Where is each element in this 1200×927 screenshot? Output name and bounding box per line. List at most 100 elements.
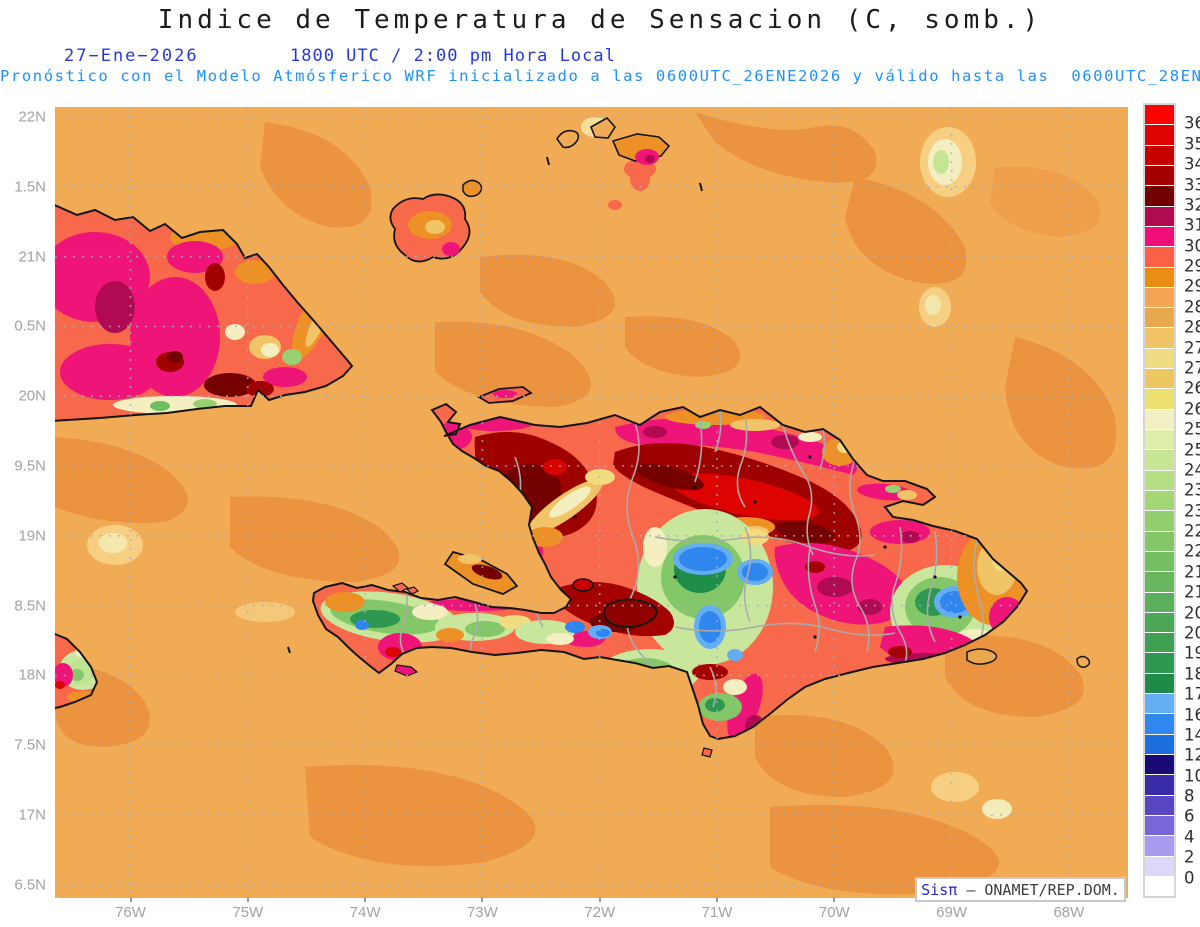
lat-tick-label: 9.5N — [14, 457, 46, 475]
lon-tick-mark — [833, 897, 836, 902]
colorbar-cell — [1145, 165, 1174, 186]
colorbar-tick-label: 10 — [1184, 766, 1200, 786]
colorbar-cell — [1145, 572, 1174, 592]
lon-tick-label: 71W — [701, 904, 733, 921]
colorbar-tick-label: 31.5 — [1184, 215, 1200, 235]
colorbar-tick-label: 16 — [1184, 705, 1200, 725]
colorbar-tick-label: 30.7 — [1184, 236, 1200, 256]
colorbar-tick-label: 25.5 — [1184, 419, 1200, 439]
colorbar-tick-label: 36 — [1184, 113, 1200, 133]
colorbar-cell — [1145, 531, 1174, 551]
colorbar-tick-label: 35 — [1184, 134, 1200, 154]
colorbar-cell — [1145, 105, 1174, 125]
colorbar-cell — [1145, 511, 1174, 531]
colorbar-cell — [1145, 815, 1174, 836]
colorbar-tick-label: 29 — [1184, 276, 1200, 296]
colorbar-cell — [1145, 734, 1174, 754]
station-specks — [573, 455, 962, 639]
forecast-time: 1800 UTC / 2:00 pm Hora Local — [290, 46, 616, 66]
colorbar-cell — [1145, 409, 1174, 429]
lon-tick-mark — [716, 897, 718, 902]
lat-tick-label: 20N — [18, 387, 46, 405]
colorbar-cell — [1145, 267, 1174, 287]
lat-tick-label: 7.5N — [14, 736, 46, 754]
colorbar-cell — [1145, 348, 1174, 369]
colorbar-tick-label: 27 — [1184, 358, 1200, 378]
jamaica-landmass — [49, 631, 99, 710]
colorbar-cell — [1145, 612, 1174, 633]
colorbar-tick-label: 26.5 — [1184, 378, 1200, 398]
colorbar-cell — [1145, 653, 1174, 673]
colorbar-cell — [1145, 836, 1174, 856]
colorbar-tick-label: 24 — [1184, 460, 1200, 480]
colorbar-tick-label: 17 — [1184, 684, 1200, 704]
colorbar-cell — [1145, 206, 1174, 226]
colorbar-tick-label: 2 — [1184, 847, 1195, 867]
lat-tick-label: 6.5N — [14, 876, 46, 894]
lon-tick-mark — [598, 897, 601, 902]
colorbar-cell — [1145, 125, 1174, 145]
small-islands — [287, 386, 1091, 758]
colorbar-tick-label: 28 — [1184, 317, 1200, 337]
colorbar-cell — [1145, 714, 1174, 734]
colorbar-cell — [1145, 490, 1174, 511]
colorbar-tick-label: 26 — [1184, 399, 1200, 419]
colorbar-cell — [1145, 673, 1174, 694]
lon-tick-mark — [246, 897, 249, 902]
colorbar-tick-label: 20 — [1184, 623, 1200, 643]
colorbar-cell — [1145, 430, 1174, 450]
lon-tick-label: 72W — [584, 904, 616, 921]
colorbar-tick-label: 33 — [1184, 175, 1200, 195]
cuba-landmass — [49, 202, 354, 422]
colorbar-tick-label: 8 — [1184, 786, 1195, 806]
colorbar-tick-label: 29.7 — [1184, 256, 1200, 276]
lat-tick-label: 19N — [18, 527, 46, 545]
colorbar-tick-label: 19 — [1184, 643, 1200, 663]
colorbar-tick-label: 23.5 — [1184, 480, 1200, 500]
colorbar-cell — [1145, 876, 1174, 897]
colorbar-cell — [1145, 450, 1174, 470]
colorbar-cell — [1145, 247, 1174, 267]
colorbar-cell — [1145, 226, 1174, 247]
colorbar-cell — [1145, 755, 1174, 775]
colorbar-cell — [1145, 795, 1174, 815]
lat-tick-label: 22N — [18, 108, 46, 126]
lon-tick-label: 70W — [818, 904, 850, 921]
colorbar-tick-label: 20.5 — [1184, 603, 1200, 623]
ocean-dark-patches — [55, 112, 1117, 895]
forecast-date: 27−Ene−2026 — [64, 46, 199, 66]
turks-caicos-islands — [546, 116, 703, 210]
lon-tick-label: 75W — [232, 904, 264, 921]
colorbar-cell — [1145, 389, 1174, 409]
ocean-pale-spots — [87, 117, 1012, 819]
colorbar-tick-label: 21.5 — [1184, 562, 1200, 582]
colorbar-tick-label: 6 — [1184, 806, 1195, 826]
colorbar-cell — [1145, 551, 1174, 572]
colorbar-cell — [1145, 856, 1174, 876]
colorbar-tick-label: 22.5 — [1184, 521, 1200, 541]
colorbar-tick-label: 28.5 — [1184, 297, 1200, 317]
watermark-badge: Sisπ – ONAMET/REP.DOM. — [915, 877, 1126, 902]
lat-tick-label: 17N — [18, 806, 46, 824]
lon-tick-label: 73W — [466, 904, 498, 921]
colorbar-tick-label: 27.5 — [1184, 338, 1200, 358]
lat-tick-label: 21N — [18, 248, 46, 266]
colorbar-tick-label: 21 — [1184, 582, 1200, 602]
forecast-subtitle: Pronóstico con el Modelo Atmósferico WRF… — [0, 67, 1200, 85]
colorbar-tick-label: 12 — [1184, 745, 1200, 765]
lon-tick-label: 76W — [115, 904, 146, 921]
colorbar-cell — [1145, 775, 1174, 795]
lon-tick-label: 74W — [349, 904, 381, 921]
lon-tick-label: 69W — [936, 904, 968, 921]
colorbar-cell — [1145, 145, 1174, 165]
map-canvas — [49, 107, 1128, 898]
lon-tick-mark — [129, 897, 132, 902]
etang-saumatre-lake — [572, 578, 594, 592]
colorbar-tick-label: 25 — [1184, 440, 1200, 460]
colorbar-tick-label: 34 — [1184, 154, 1200, 174]
colorbar-tick-label: 14 — [1184, 725, 1200, 745]
colorbar-tick-label: 4 — [1184, 827, 1195, 847]
lon-tick-label: 68W — [1053, 904, 1085, 921]
watermark-brand: Sisπ — [921, 880, 967, 899]
colorbar-tick-label: 32 — [1184, 195, 1200, 215]
